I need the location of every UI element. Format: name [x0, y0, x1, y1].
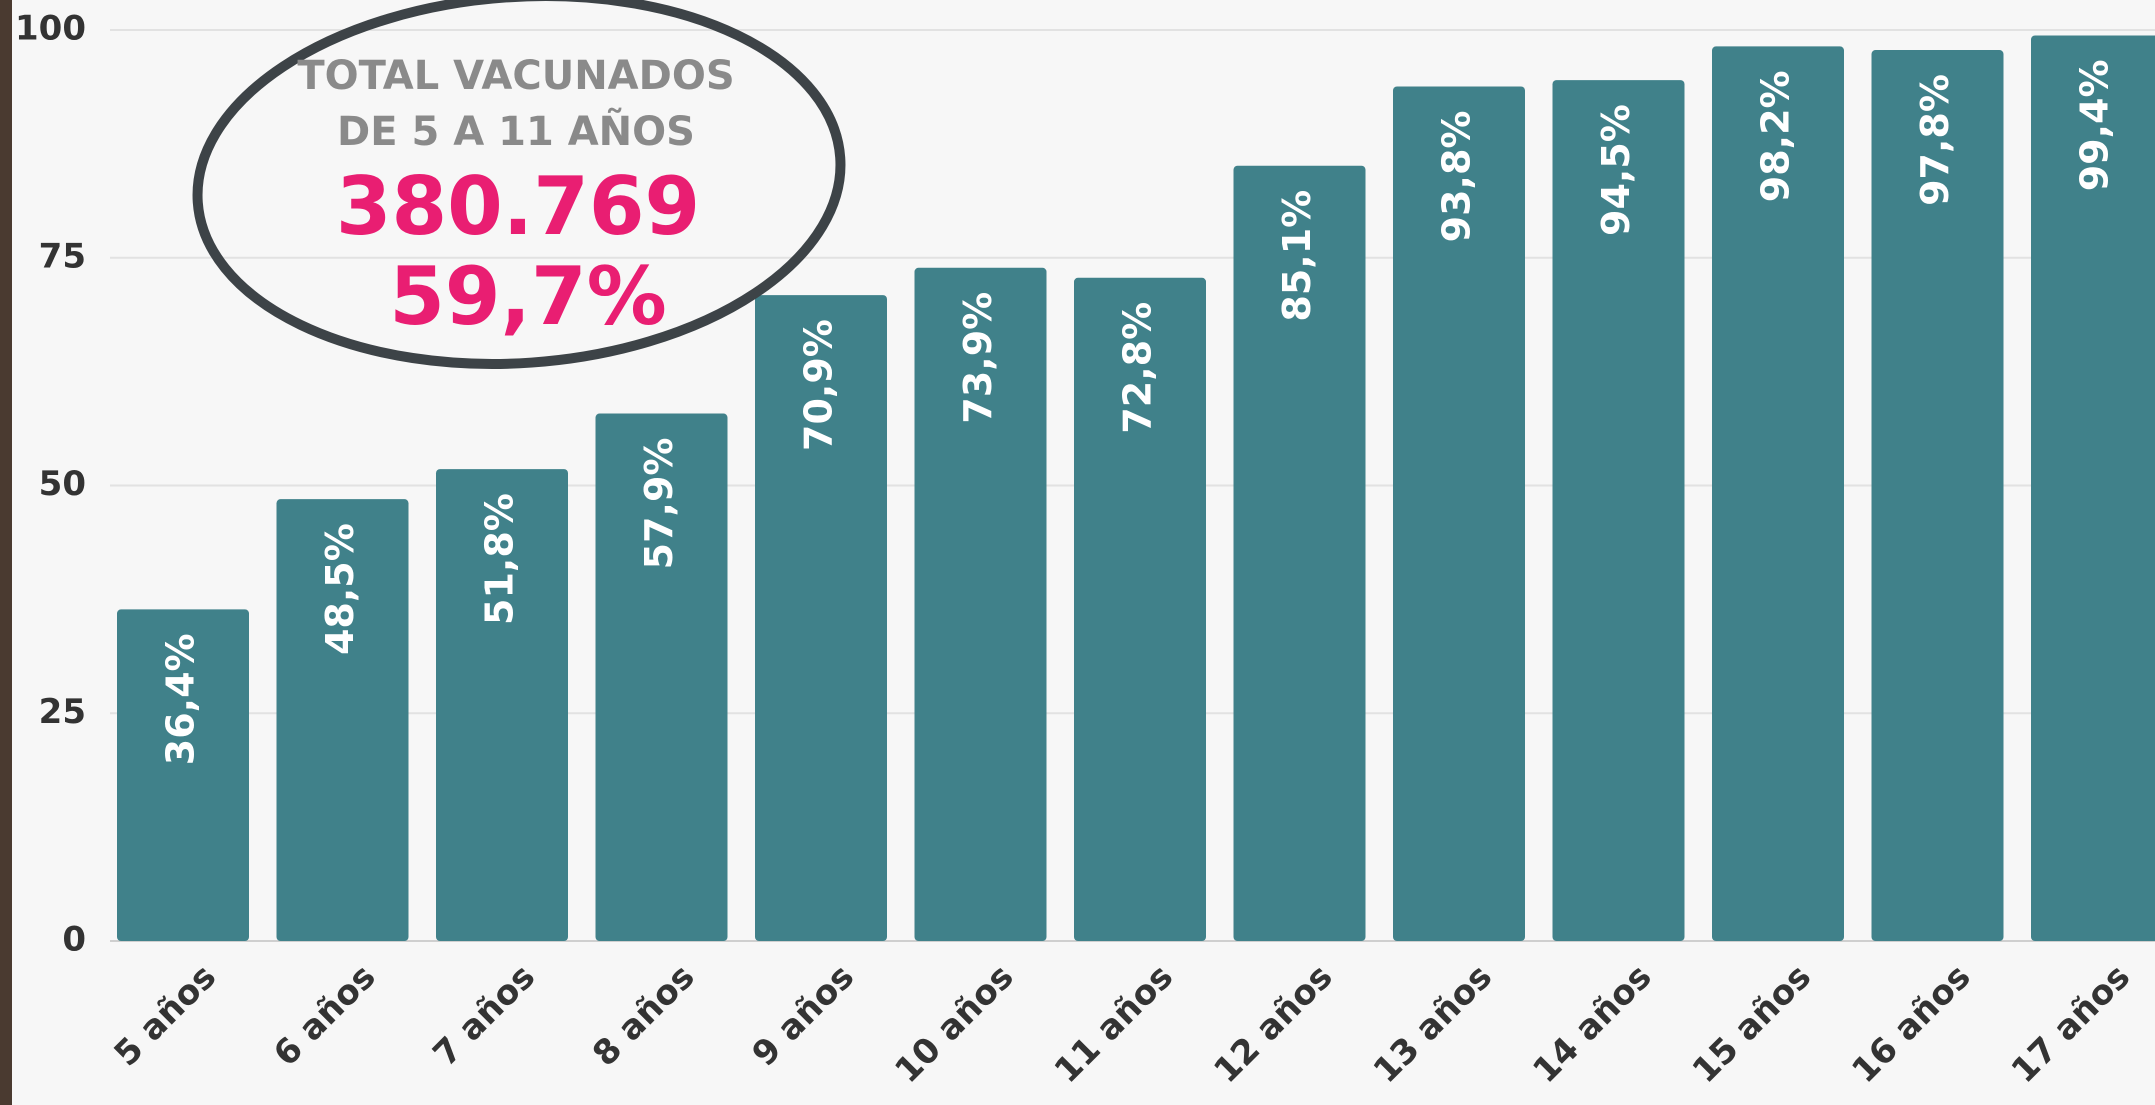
value-label: 93,8%	[1435, 110, 1479, 242]
value-label: 97,8%	[1913, 74, 1957, 206]
value-label: 94,5%	[1594, 104, 1638, 236]
annotation-percent: 59,7%	[389, 250, 667, 343]
value-label: 48,5%	[318, 523, 362, 655]
y-tick-label: 50	[39, 464, 86, 504]
value-label: 72,8%	[1116, 302, 1160, 434]
chart: 025507510036,4%5 años48,5%6 años51,8%7 a…	[0, 0, 2155, 1105]
value-label: 85,1%	[1275, 190, 1319, 322]
value-label: 51,8%	[478, 493, 522, 625]
value-label: 73,9%	[956, 292, 1000, 424]
y-tick-label: 75	[39, 236, 86, 276]
value-label: 57,9%	[637, 438, 681, 570]
annotation-line: DE 5 A 11 AÑOS	[337, 107, 695, 155]
y-tick-label: 100	[15, 9, 86, 49]
y-tick-label: 0	[62, 920, 86, 960]
annotation-total: 380.769	[336, 160, 700, 253]
value-label: 98,2%	[1754, 70, 1798, 202]
value-label: 99,4%	[2073, 59, 2117, 191]
value-label: 70,9%	[797, 319, 841, 451]
photo-edge	[0, 0, 12, 1105]
y-tick-label: 25	[39, 692, 86, 732]
value-label: 36,4%	[159, 633, 203, 765]
annotation-line: TOTAL VACUNADOS	[297, 53, 734, 99]
